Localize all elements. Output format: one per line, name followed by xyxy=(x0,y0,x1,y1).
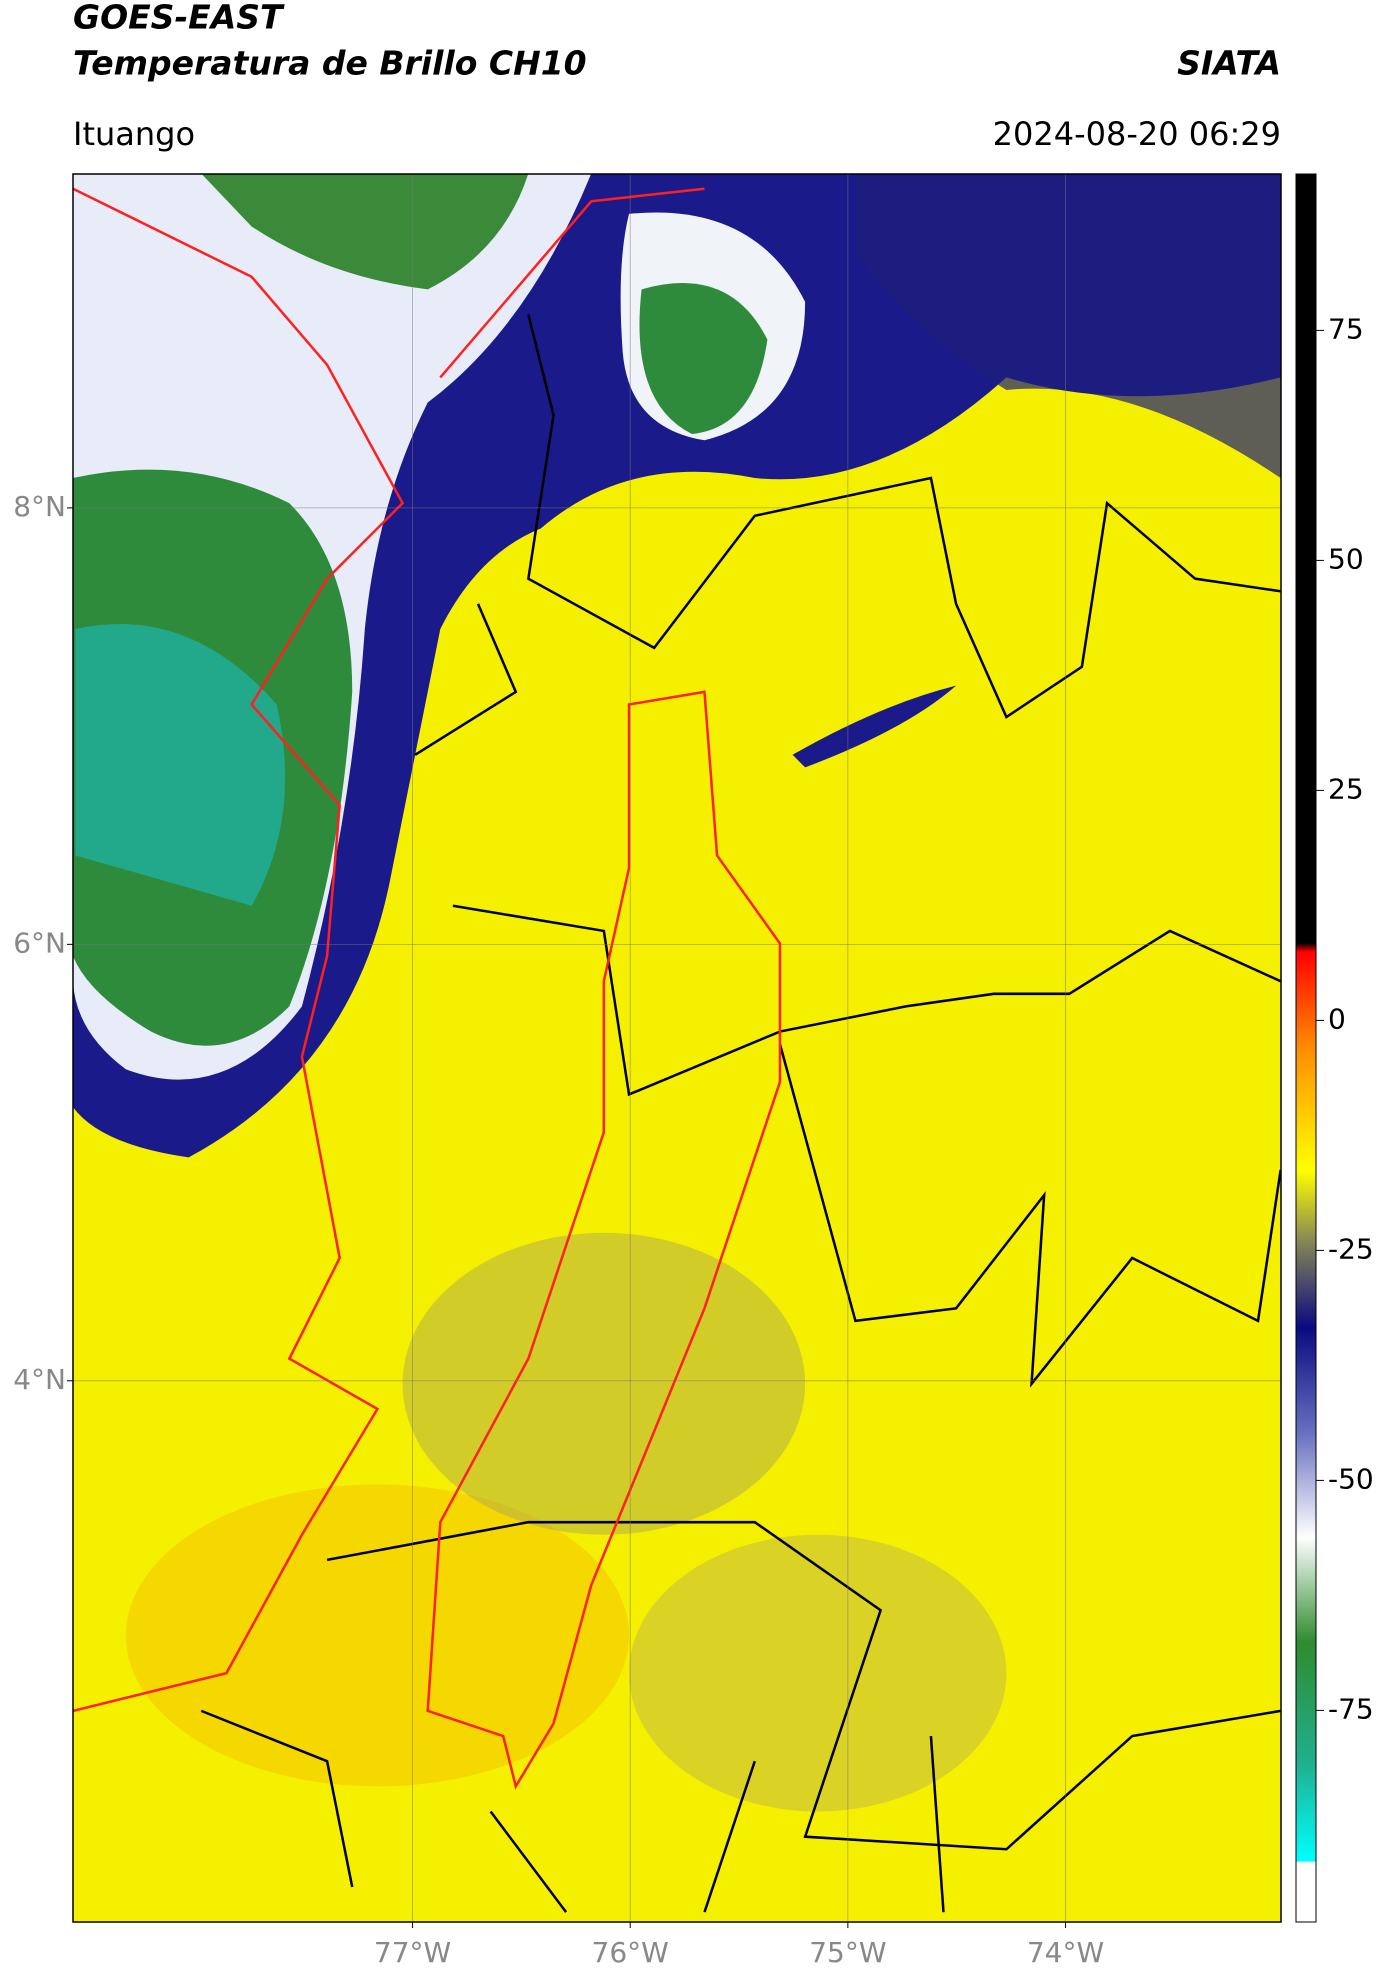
colorbar-tick-label: -50 xyxy=(1328,1462,1374,1495)
x-tick-label: 77°W xyxy=(374,1936,451,1969)
y-tick-label: 6°N xyxy=(13,926,66,959)
x-tick-label: 74°W xyxy=(1027,1936,1104,1969)
x-tick-label: 76°W xyxy=(592,1936,669,1969)
location: Ituango xyxy=(73,115,195,153)
colorbar-tick-label: -75 xyxy=(1328,1692,1374,1725)
colorbar-tick-label: 75 xyxy=(1328,312,1364,345)
colorbar-tick-label: 25 xyxy=(1328,772,1364,805)
y-tick-label: 8°N xyxy=(13,490,66,523)
colorbar-tick-label: -25 xyxy=(1328,1232,1374,1265)
subtitle: Temperatura de Brillo CH10 xyxy=(73,44,587,83)
colorbar-tick-label: 0 xyxy=(1328,1002,1346,1035)
org: SIATA xyxy=(1177,44,1281,83)
x-tick-label: 75°W xyxy=(809,1936,886,1969)
map-frame xyxy=(72,173,1282,1923)
timestamp: 2024-08-20 06:29 xyxy=(993,115,1281,153)
colorbar-tick-label: 50 xyxy=(1328,542,1364,575)
map-image xyxy=(73,174,1281,1922)
y-tick-label: 4°N xyxy=(13,1363,66,1396)
colorbar xyxy=(1295,173,1317,1923)
title: GOES-EAST xyxy=(73,0,285,37)
